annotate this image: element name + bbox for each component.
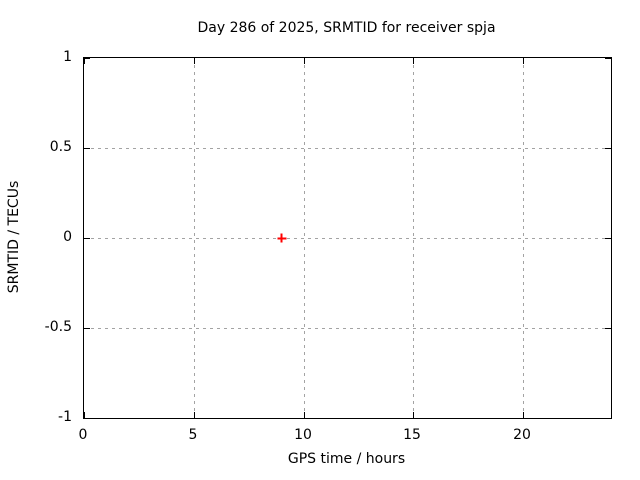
marker-bar: [280, 233, 283, 243]
y-tick-mark: [84, 418, 90, 419]
x-tick-mark: [84, 412, 85, 418]
y-tick-mark: [605, 58, 611, 59]
y-gridline: [84, 238, 611, 239]
x-tick-label: 5: [188, 427, 198, 443]
x-tick-mark: [304, 58, 305, 64]
data-point-marker: [277, 233, 287, 243]
y-tick-label: -1: [58, 409, 72, 425]
x-tick-mark: [194, 58, 195, 64]
x-tick-mark: [523, 412, 524, 418]
x-tick-mark: [84, 58, 85, 64]
y-tick-mark: [605, 238, 611, 239]
y-tick-label: 0: [63, 229, 72, 245]
y-tick-mark: [84, 238, 90, 239]
x-tick-mark: [194, 412, 195, 418]
y-tick-mark: [605, 418, 611, 419]
y-gridline: [84, 148, 611, 149]
x-axis-label: GPS time / hours: [287, 451, 406, 467]
y-tick-label: 0.5: [49, 139, 72, 155]
y-gridline: [84, 328, 611, 329]
x-tick-mark: [413, 412, 414, 418]
y-tick-mark: [605, 328, 611, 329]
y-tick-label: -0.5: [44, 319, 72, 335]
x-tick-mark: [304, 412, 305, 418]
chart-title: Day 286 of 2025, SRMTID for receiver spj…: [197, 20, 496, 36]
y-tick-mark: [84, 148, 90, 149]
y-tick-mark: [84, 328, 90, 329]
y-tick-label: 1: [63, 49, 72, 65]
plot-area: [83, 57, 612, 419]
x-tick-mark: [523, 58, 524, 64]
x-tick-label: 0: [78, 427, 88, 443]
y-tick-mark: [84, 58, 90, 59]
x-tick-label: 15: [403, 427, 421, 443]
y-tick-mark: [605, 148, 611, 149]
x-tick-label: 10: [294, 427, 312, 443]
x-tick-mark: [413, 58, 414, 64]
x-tick-label: 20: [513, 427, 531, 443]
